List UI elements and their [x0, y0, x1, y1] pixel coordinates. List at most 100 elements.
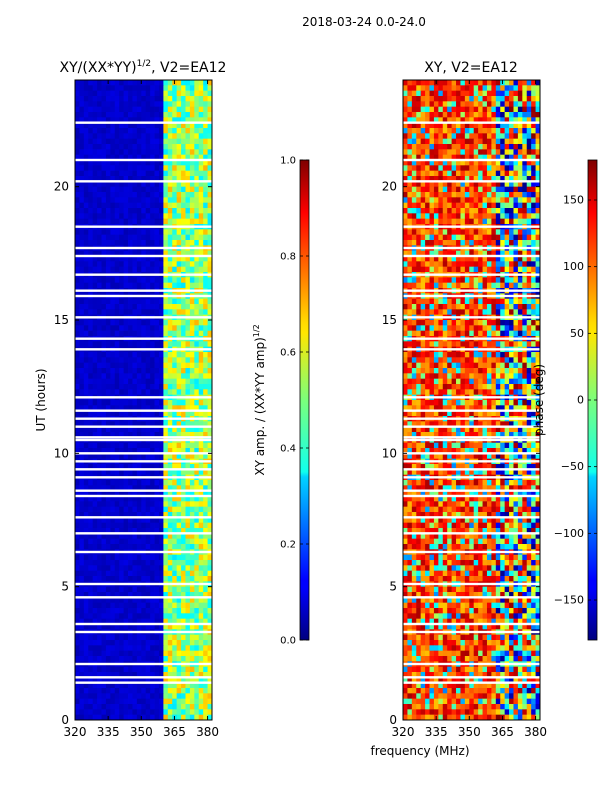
heatmap-cell: [158, 90, 164, 97]
heatmap-cell: [141, 389, 147, 396]
heatmap-cell: [145, 426, 151, 433]
heatmap-cell: [158, 666, 164, 673]
heatmap-cell: [429, 176, 435, 182]
heatmap-cell: [513, 101, 519, 108]
heatmap-cell: [150, 85, 155, 92]
heatmap-cell: [181, 85, 186, 92]
heatmap-cell: [79, 464, 85, 470]
heatmap-cell: [110, 250, 116, 257]
heatmap-cell: [442, 197, 448, 204]
heatmap-cell: [79, 149, 85, 156]
heatmap-cell: [181, 688, 186, 694]
heatmap-cell: [207, 506, 212, 513]
heatmap-cell: [128, 693, 133, 700]
heatmap-cell: [181, 128, 186, 134]
heatmap-cell: [136, 384, 142, 390]
heatmap-cell: [500, 165, 506, 172]
heatmap-cell: [88, 192, 94, 198]
heatmap-cell: [172, 261, 178, 268]
heatmap-cell: [198, 554, 204, 561]
heatmap-cell: [145, 80, 151, 86]
heatmap-cell: [456, 197, 461, 204]
heatmap-cell: [185, 421, 191, 428]
heatmap-cell: [194, 517, 200, 524]
heatmap-cell: [464, 149, 470, 156]
heatmap-cell: [185, 261, 191, 268]
heatmap-cell: [442, 90, 448, 97]
heatmap-cell: [526, 240, 532, 246]
heatmap-cell: [176, 704, 182, 710]
heatmap-cell: [504, 170, 510, 177]
heatmap-cell: [163, 656, 169, 662]
heatmap-cell: [92, 229, 98, 236]
heatmap-cell: [535, 165, 540, 172]
heatmap-cell: [176, 240, 182, 246]
heatmap-cell: [469, 266, 475, 273]
heatmap-cell: [114, 117, 120, 124]
heatmap-cell: [491, 144, 497, 150]
heatmap-cell: [158, 426, 164, 433]
heatmap-cell: [145, 640, 151, 646]
heatmap-cell: [531, 266, 536, 273]
heatmap-cell: [176, 186, 182, 193]
heatmap-cell: [136, 597, 142, 604]
heatmap-cell: [420, 138, 426, 145]
heatmap-cell: [429, 144, 435, 150]
heatmap-cell: [185, 693, 191, 700]
heatmap-cell: [158, 512, 164, 518]
heatmap-cell: [132, 570, 138, 577]
heatmap-cell: [119, 624, 125, 630]
heatmap-cell: [181, 602, 186, 609]
heatmap-cell: [119, 208, 125, 214]
heatmap-cell: [456, 218, 461, 225]
heatmap-cell: [163, 320, 169, 326]
heatmap-cell: [504, 101, 510, 108]
heatmap-cell: [203, 277, 208, 284]
heatmap-cell: [198, 138, 204, 145]
heatmap-cell: [207, 90, 212, 97]
heatmap-cell: [158, 197, 164, 204]
heatmap-cell: [203, 362, 208, 369]
heatmap-cell: [75, 453, 80, 460]
heatmap-cell: [207, 85, 212, 92]
heatmap-cell: [522, 176, 528, 182]
heatmap-cell: [517, 186, 523, 193]
heatmap-cell: [451, 128, 457, 134]
heatmap-cell: [531, 90, 536, 97]
heatmap-cell: [163, 410, 169, 417]
heatmap-cell: [460, 250, 466, 257]
heatmap-cell: [88, 453, 94, 460]
heatmap-cell: [119, 618, 125, 625]
heatmap-cell: [473, 160, 479, 166]
heatmap-cell: [101, 709, 107, 716]
heatmap-cell: [522, 261, 528, 268]
heatmap-cell: [119, 85, 125, 92]
heatmap-cell: [460, 149, 466, 156]
heatmap-cell: [145, 576, 151, 582]
heatmap-cell: [429, 277, 435, 284]
heatmap-cell: [163, 618, 169, 625]
heatmap-cell: [513, 266, 519, 273]
heatmap-cell: [403, 85, 408, 92]
heatmap-cell: [473, 85, 479, 92]
heatmap-cell: [114, 698, 120, 705]
heatmap-cell: [198, 592, 204, 598]
heatmap-cell: [482, 192, 488, 198]
heatmap-cell: [207, 160, 212, 166]
heatmap-cell: [504, 85, 510, 92]
heatmap-cell: [167, 528, 173, 534]
heatmap-cell: [101, 330, 107, 337]
heatmap-cell: [198, 597, 204, 604]
heatmap-cell: [185, 128, 191, 134]
heatmap-cell: [433, 165, 439, 172]
heatmap-cell: [141, 608, 147, 614]
heatmap-cell: [128, 80, 133, 86]
heatmap-cell: [150, 176, 155, 182]
heatmap-cell: [163, 186, 169, 193]
heatmap-cell: [495, 90, 501, 97]
heatmap-cell: [203, 448, 208, 454]
heatmap-cell: [456, 186, 461, 193]
heatmap-cell: [478, 85, 483, 92]
heatmap-cell: [123, 693, 129, 700]
